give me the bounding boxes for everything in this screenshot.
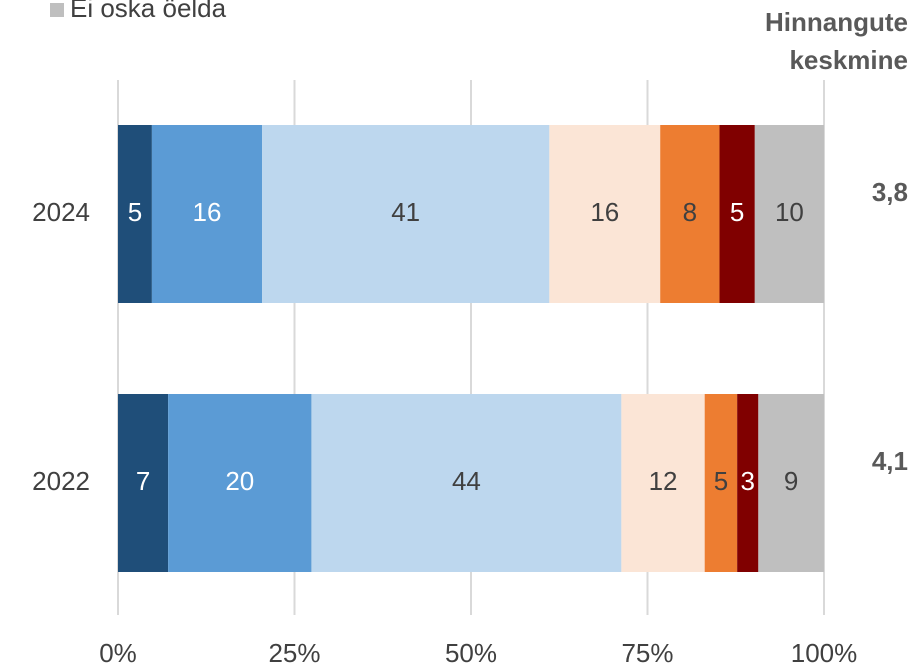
data-label: 5: [730, 197, 744, 227]
data-label: 5: [128, 197, 142, 227]
data-label: 16: [590, 197, 619, 227]
bar-segment: [262, 125, 550, 303]
data-label: 7: [136, 466, 150, 496]
bar-segment: [758, 394, 824, 572]
y-tick-label: 2024: [32, 197, 90, 227]
data-label: 5: [714, 466, 728, 496]
average-value: 3,8: [872, 177, 908, 207]
bar-segment: [549, 125, 661, 303]
bar-segment: [311, 394, 622, 572]
bar-segment: [704, 394, 738, 572]
legend-label: Ei oska öelda: [70, 0, 227, 23]
y-tick-label: 2022: [32, 466, 90, 496]
averages-title: Hinnangute: [765, 7, 908, 37]
x-tick-label: 0%: [99, 638, 137, 668]
bar-segment: [151, 125, 263, 303]
legend-swatch: [50, 3, 64, 17]
bar-segment: [660, 125, 720, 303]
x-tick-label: 50%: [445, 638, 497, 668]
data-label: 9: [784, 466, 798, 496]
data-label: 16: [192, 197, 221, 227]
bar-segment: [737, 394, 759, 572]
x-tick-label: 25%: [268, 638, 320, 668]
data-label: 44: [452, 466, 481, 496]
x-tick-label: 100%: [791, 638, 858, 668]
data-label: 10: [775, 197, 804, 227]
bar-segment: [118, 125, 152, 303]
data-label: 3: [741, 466, 755, 496]
bar-segment: [118, 394, 169, 572]
x-tick-label: 75%: [621, 638, 673, 668]
bar-segment: [754, 125, 824, 303]
averages-title: keskmine: [789, 45, 908, 75]
bar-segment: [621, 394, 705, 572]
data-label: 20: [225, 466, 254, 496]
bar-segment: [719, 125, 755, 303]
data-label: 8: [683, 197, 697, 227]
data-label: 41: [391, 197, 420, 227]
bar-segment: [168, 394, 312, 572]
data-label: 12: [649, 466, 678, 496]
average-value: 4,1: [872, 446, 908, 476]
